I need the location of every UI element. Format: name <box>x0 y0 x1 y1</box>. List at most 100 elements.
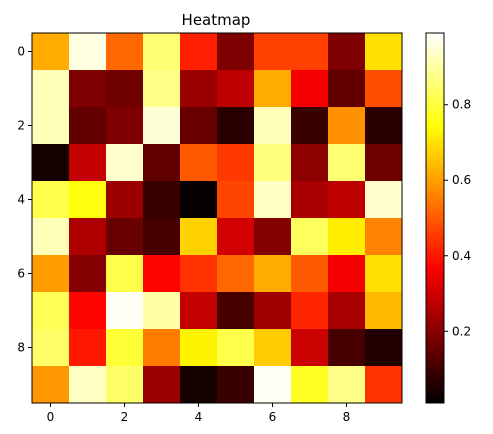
heatmap-cell-r9-c7 <box>291 366 329 404</box>
colorbar-tick-label: 0.2 <box>452 324 471 338</box>
heatmap-cell-r8-c4 <box>180 329 218 367</box>
heatmap-cell-r3-c9 <box>365 144 403 182</box>
heatmap-cell-r9-c5 <box>217 366 255 404</box>
y-tick-label-6: 6 <box>17 267 25 281</box>
heatmap-cell-r7-c2 <box>106 292 144 330</box>
heatmap-cell-r8-c1 <box>69 329 107 367</box>
heatmap-cell-r6-c2 <box>106 255 144 293</box>
heatmap-cell-r7-c9 <box>365 292 403 330</box>
heatmap-cell-r9-c4 <box>180 366 218 404</box>
heatmap-cell-r9-c0 <box>32 366 70 404</box>
heatmap-cell-r8-c9 <box>365 329 403 367</box>
heatmap-cell-r5-c5 <box>217 218 255 256</box>
y-tick-label-8: 8 <box>17 341 25 355</box>
heatmap-cell-r1-c6 <box>254 70 292 108</box>
heatmap-cell-r5-c4 <box>180 218 218 256</box>
heatmap-cell-r3-c2 <box>106 144 144 182</box>
heatmap-cell-r3-c1 <box>69 144 107 182</box>
heatmap-cell-r5-c9 <box>365 218 403 256</box>
heatmap-cell-r9-c8 <box>328 366 366 404</box>
heatmap-cell-r5-c2 <box>106 218 144 256</box>
heatmap-cell-r5-c6 <box>254 218 292 256</box>
colorbar <box>425 32 445 404</box>
chart-title: Heatmap <box>182 11 251 29</box>
heatmap-cell-r5-c1 <box>69 218 107 256</box>
heatmap-cell-r2-c9 <box>365 107 403 145</box>
heatmap-cell-r1-c2 <box>106 70 144 108</box>
x-tick-label-0: 0 <box>47 410 55 424</box>
heatmap-cell-r0-c9 <box>365 33 403 71</box>
heatmap-cell-r5-c3 <box>143 218 181 256</box>
heatmap-cell-r7-c6 <box>254 292 292 330</box>
heatmap-cell-r4-c2 <box>106 181 144 219</box>
heatmap-cell-r0-c5 <box>217 33 255 71</box>
y-tick-label-4: 4 <box>17 193 25 207</box>
heatmap-cell-r8-c7 <box>291 329 329 367</box>
heatmap-cell-r5-c8 <box>328 218 366 256</box>
heatmap-cell-r9-c3 <box>143 366 181 404</box>
heatmap-cell-r0-c3 <box>143 33 181 71</box>
heatmap-cell-r0-c7 <box>291 33 329 71</box>
heatmap-cell-r2-c0 <box>32 107 70 145</box>
heatmap-cell-r4-c8 <box>328 181 366 219</box>
heatmap-cell-r6-c6 <box>254 255 292 293</box>
heatmap-cell-r3-c8 <box>328 144 366 182</box>
heatmap-cell-r1-c5 <box>217 70 255 108</box>
heatmap-cell-r7-c1 <box>69 292 107 330</box>
heatmap-cell-r0-c4 <box>180 33 218 71</box>
heatmap-cell-r8-c2 <box>106 329 144 367</box>
heatmap-cell-r3-c0 <box>32 144 70 182</box>
colorbar-tick-label: 0.4 <box>452 249 471 263</box>
heatmap-cell-r4-c6 <box>254 181 292 219</box>
heatmap-cell-r2-c5 <box>217 107 255 145</box>
heatmap-cell-r5-c0 <box>32 218 70 256</box>
heatmap-cell-r6-c7 <box>291 255 329 293</box>
heatmap-cell-r8-c0 <box>32 329 70 367</box>
x-tick-label-4: 4 <box>195 410 203 424</box>
heatmap-cell-r7-c0 <box>32 292 70 330</box>
heatmap-cell-r1-c3 <box>143 70 181 108</box>
heatmap-cell-r1-c8 <box>328 70 366 108</box>
heatmap-cell-r6-c1 <box>69 255 107 293</box>
plot-frame <box>31 32 403 404</box>
colorbar-tick-label: 0.8 <box>452 98 471 112</box>
x-tick-label-2: 2 <box>121 410 129 424</box>
heatmap-cell-r3-c5 <box>217 144 255 182</box>
heatmap-cell-r1-c0 <box>32 70 70 108</box>
heatmap-cell-r0-c8 <box>328 33 366 71</box>
heatmap-cell-r9-c2 <box>106 366 144 404</box>
heatmap-cell-r3-c3 <box>143 144 181 182</box>
heatmap-cell-r8-c3 <box>143 329 181 367</box>
heatmap-cell-r2-c4 <box>180 107 218 145</box>
heatmap-cell-r7-c7 <box>291 292 329 330</box>
heatmap-cell-r3-c7 <box>291 144 329 182</box>
heatmap-cell-r4-c1 <box>69 181 107 219</box>
heatmap-cell-r7-c4 <box>180 292 218 330</box>
heatmap-cell-r4-c9 <box>365 181 403 219</box>
heatmap-cell-r4-c3 <box>143 181 181 219</box>
colorbar-tick-label: 0.6 <box>452 173 471 187</box>
heatmap-cell-r3-c6 <box>254 144 292 182</box>
heatmap-cell-r6-c9 <box>365 255 403 293</box>
y-axis-ticks: 0 2 4 6 8 <box>17 45 32 355</box>
x-axis-ticks: 0 2 4 6 8 <box>47 403 351 424</box>
x-tick-label-8: 8 <box>343 410 351 424</box>
heatmap-cell-r2-c2 <box>106 107 144 145</box>
y-tick-label-2: 2 <box>17 119 25 133</box>
heatmap-cell-r6-c0 <box>32 255 70 293</box>
heatmap-cell-r4-c0 <box>32 181 70 219</box>
heatmap-cell-r8-c6 <box>254 329 292 367</box>
heatmap-cell-r8-c8 <box>328 329 366 367</box>
heatmap-cell-r9-c9 <box>365 366 403 404</box>
heatmap-cell-r5-c7 <box>291 218 329 256</box>
heatmap-cell-r7-c8 <box>328 292 366 330</box>
heatmap-cell-r2-c8 <box>328 107 366 145</box>
heatmap-cell-r0-c6 <box>254 33 292 71</box>
heatmap-cell-r6-c4 <box>180 255 218 293</box>
heatmap-cell-r6-c5 <box>217 255 255 293</box>
heatmap-cell-r3-c4 <box>180 144 218 182</box>
heatmap-cell-r2-c6 <box>254 107 292 145</box>
heatmap-cell-r2-c3 <box>143 107 181 145</box>
